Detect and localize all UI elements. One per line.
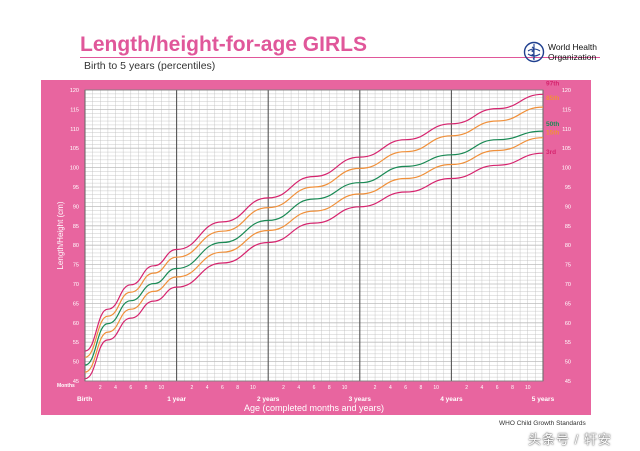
organization-name: World Health Organization (548, 42, 597, 62)
x-tick-label: 6 (129, 385, 132, 391)
x-axis-corner-label: Months (57, 383, 75, 389)
x-tick-label: 2 (99, 385, 102, 391)
x-tick-label: 4 (297, 385, 300, 391)
chart-subtitle: Birth to 5 years (percentiles) (84, 60, 216, 72)
x-tick-label: 10 (525, 385, 531, 391)
y-tick-label-right: 100 (562, 166, 571, 172)
x-tick-label: 4 (481, 385, 484, 391)
x-tick-label: 8 (145, 385, 148, 391)
series-label: 50th (546, 121, 559, 128)
y-tick-label-right: 50 (565, 360, 571, 366)
x-tick-label: 6 (221, 385, 224, 391)
series-label: 85th (546, 95, 559, 102)
x-tick-label: 4 (114, 385, 117, 391)
y-tick-label-right: 75 (565, 263, 571, 269)
x-tick-label: 8 (419, 385, 422, 391)
y-tick-label-right: 115 (562, 107, 571, 113)
series-line-15th (84, 137, 544, 373)
x-tick-label: 2 (374, 385, 377, 391)
chart-title: Length/height-for-age GIRLS (80, 33, 367, 56)
y-tick-label-right: 110 (562, 127, 571, 133)
series-line-97th (84, 93, 544, 352)
series-label: 15th (546, 130, 559, 137)
series-label: 3rd (546, 149, 556, 156)
grid (84, 89, 544, 382)
title-rule (80, 57, 600, 58)
x-major-label: Birth (77, 396, 92, 403)
footer-label: WHO Child Growth Standards (499, 420, 586, 427)
x-tick-label: 4 (206, 385, 209, 391)
y-tick-label-right: 90 (565, 204, 571, 210)
y-tick-label-left: 95 (73, 185, 79, 191)
y-tick-label-left: 60 (73, 321, 79, 327)
y-tick-label-left: 100 (70, 166, 79, 172)
y-tick-label-left: 45 (73, 379, 79, 385)
x-major-label: 5 years (532, 396, 555, 403)
y-tick-label-left: 115 (70, 107, 79, 113)
y-tick-label-right: 65 (565, 301, 571, 307)
x-tick-label: 8 (511, 385, 514, 391)
x-axis-title: Age (completed months and years) (244, 403, 384, 413)
x-major-label: 1 year (167, 396, 186, 403)
y-tick-label-right: 80 (565, 243, 571, 249)
y-tick-label-right: 120 (562, 88, 571, 94)
plot-border (84, 89, 544, 382)
x-tick-label: 6 (404, 385, 407, 391)
y-tick-label-right: 105 (562, 146, 571, 152)
y-tick-label-right: 70 (565, 282, 571, 288)
x-major-label: 2 years (257, 396, 280, 403)
y-tick-label-right: 95 (565, 185, 571, 191)
series-line-50th (84, 130, 544, 366)
y-tick-label-right: 45 (565, 379, 571, 385)
y-tick-label-right: 55 (565, 340, 571, 346)
y-axis-title: Length/Height (cm) (56, 201, 65, 269)
x-major-label: 4 years (440, 396, 463, 403)
x-major-label: 3 years (349, 396, 372, 403)
x-tick-label: 2 (190, 385, 193, 391)
series-line-3rd (84, 152, 544, 380)
x-tick-label: 10 (433, 385, 439, 391)
y-tick-label-right: 60 (565, 321, 571, 327)
x-tick-label: 2 (282, 385, 285, 391)
watermark: 头条号 / 轩安 (528, 432, 612, 447)
y-tick-label-left: 75 (73, 263, 79, 269)
organization-line-2: Organization (548, 52, 597, 62)
y-tick-label-left: 70 (73, 282, 79, 288)
who-emblem-icon (523, 41, 545, 63)
y-tick-label-left: 85 (73, 224, 79, 230)
x-tick-label: 8 (328, 385, 331, 391)
x-tick-label: 4 (389, 385, 392, 391)
x-tick-label: 10 (342, 385, 348, 391)
y-tick-label-left: 65 (73, 301, 79, 307)
x-tick-label: 2 (465, 385, 468, 391)
x-tick-label: 10 (159, 385, 165, 391)
y-tick-label-left: 120 (70, 88, 79, 94)
x-tick-label: 6 (496, 385, 499, 391)
y-tick-label-left: 105 (70, 146, 79, 152)
organization-line-1: World Health (548, 42, 597, 52)
series-label: 97th (546, 80, 559, 87)
y-tick-label-left: 80 (73, 243, 79, 249)
y-tick-label-left: 50 (73, 360, 79, 366)
x-tick-label: 6 (313, 385, 316, 391)
y-tick-label-left: 90 (73, 204, 79, 210)
y-tick-label-left: 55 (73, 340, 79, 346)
y-tick-label-right: 85 (565, 224, 571, 230)
y-tick-label-left: 110 (70, 127, 79, 133)
series-line-85th (84, 106, 544, 358)
x-tick-label: 8 (236, 385, 239, 391)
x-tick-label: 10 (250, 385, 256, 391)
